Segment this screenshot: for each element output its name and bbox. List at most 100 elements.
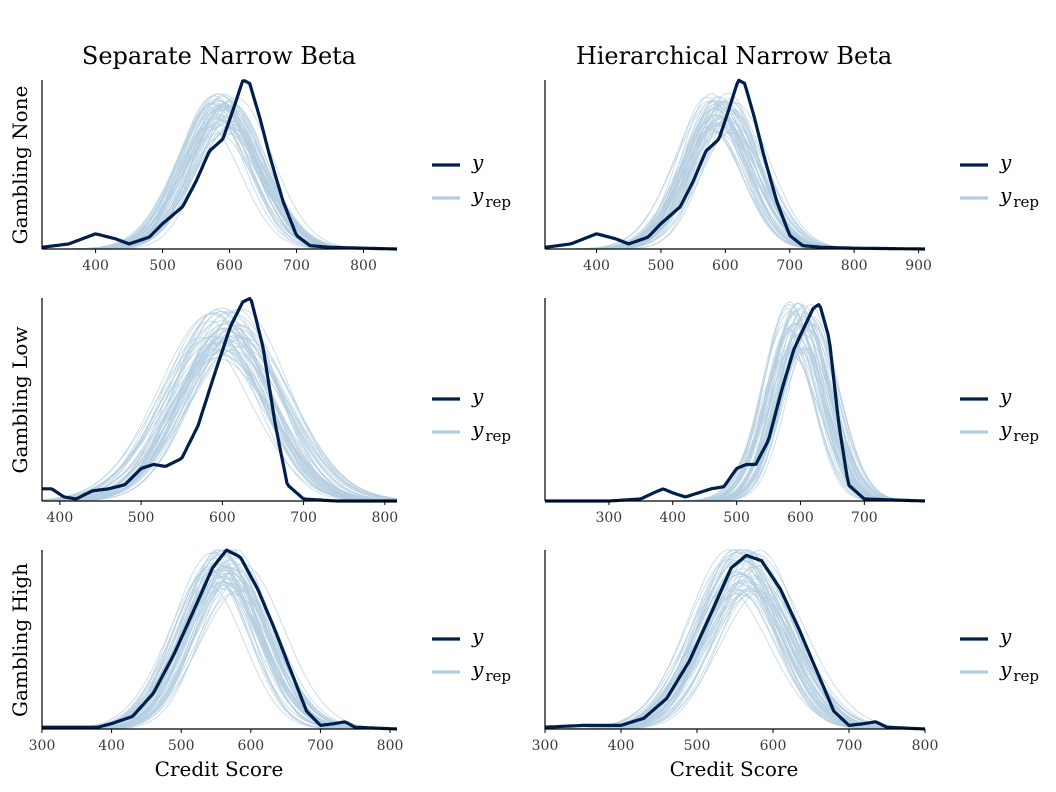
yrep-line bbox=[42, 311, 398, 502]
yrep-line bbox=[545, 132, 925, 250]
y-series-line bbox=[42, 548, 398, 731]
yrep-line bbox=[545, 589, 925, 730]
yrep-line bbox=[42, 572, 397, 730]
yrep-line bbox=[42, 582, 397, 730]
yrep-line bbox=[545, 549, 925, 730]
yrep-line bbox=[545, 549, 925, 730]
yrep-line bbox=[42, 323, 397, 502]
legend-y-label: y bbox=[471, 384, 484, 408]
yrep-line bbox=[41, 312, 398, 501]
yrep-line bbox=[42, 563, 398, 730]
x-tick-label: 600 bbox=[760, 738, 787, 754]
legend-yrep-label: y rep bbox=[999, 417, 1039, 445]
yrep-line bbox=[42, 128, 397, 250]
yrep-series bbox=[41, 549, 398, 730]
panel-4: 300 400 500 600 700 y y rep bbox=[544, 298, 1039, 526]
yrep-line bbox=[545, 130, 925, 250]
yrep-line bbox=[41, 350, 397, 502]
yrep-line bbox=[42, 583, 398, 730]
panel-3: 400 500 600 700 800 y y rep bbox=[41, 297, 511, 526]
yrep-line bbox=[545, 588, 925, 730]
yrep-line bbox=[42, 554, 397, 730]
legend-y-label: y bbox=[471, 624, 484, 648]
x-tick-label: 400 bbox=[608, 738, 635, 754]
legend-yrep-label: y rep bbox=[471, 657, 511, 685]
yrep-line bbox=[545, 131, 925, 250]
x-tick-label: 400 bbox=[47, 510, 74, 526]
yrep-line bbox=[42, 115, 397, 250]
yrep-line bbox=[42, 106, 397, 250]
yrep-line bbox=[545, 573, 925, 730]
x-axis-title-right: Credit Score bbox=[670, 757, 799, 781]
yrep-series bbox=[545, 92, 925, 250]
yrep-line bbox=[545, 587, 925, 730]
yrep-line bbox=[42, 581, 397, 730]
legend-y-label: y bbox=[471, 150, 484, 174]
yrep-line bbox=[42, 311, 398, 502]
yrep-line bbox=[42, 126, 397, 250]
panel-1: 400 500 600 700 800 y y rep bbox=[41, 79, 511, 274]
yrep-line bbox=[545, 584, 925, 730]
x-tick-label: 700 bbox=[776, 258, 803, 274]
x-tick-label: 600 bbox=[216, 258, 243, 274]
yrep-line bbox=[42, 309, 397, 502]
yrep-line bbox=[42, 119, 397, 250]
yrep-line bbox=[545, 589, 925, 730]
yrep-line bbox=[42, 581, 397, 730]
yrep-line bbox=[42, 117, 397, 250]
x-tick-label: 500 bbox=[168, 738, 195, 754]
yrep-line bbox=[545, 590, 925, 730]
legend-y-label: y bbox=[999, 624, 1012, 648]
yrep-series bbox=[41, 307, 398, 502]
legend: y y rep bbox=[960, 384, 1039, 445]
yrep-line bbox=[545, 92, 925, 250]
legend-yrep-label: y rep bbox=[999, 657, 1039, 685]
yrep-line bbox=[545, 125, 925, 250]
yrep-line bbox=[545, 590, 925, 730]
x-tick-label: 800 bbox=[912, 738, 939, 754]
y-series-line bbox=[544, 78, 925, 251]
yrep-line bbox=[42, 132, 397, 250]
yrep-line bbox=[42, 551, 397, 730]
yrep-line bbox=[545, 131, 925, 250]
yrep-line bbox=[545, 102, 925, 250]
x-tick-label: 500 bbox=[723, 510, 750, 526]
row-label-gambling-none: Gambling None bbox=[8, 86, 32, 245]
x-tick-label: 600 bbox=[712, 258, 739, 274]
yrep-line bbox=[42, 132, 397, 250]
yrep-line bbox=[545, 100, 925, 250]
yrep-line bbox=[41, 581, 397, 730]
yrep-series bbox=[545, 549, 926, 730]
yrep-line bbox=[545, 571, 925, 730]
yrep-line bbox=[545, 594, 925, 730]
yrep-line bbox=[545, 338, 925, 502]
yrep-line bbox=[42, 127, 397, 250]
yrep-line bbox=[545, 588, 926, 730]
x-tick-label: 400 bbox=[583, 258, 610, 274]
yrep-line bbox=[42, 566, 398, 730]
yrep-line bbox=[42, 118, 397, 250]
yrep-line bbox=[42, 572, 397, 730]
yrep-line bbox=[41, 312, 398, 501]
yrep-line bbox=[42, 589, 398, 730]
yrep-line bbox=[545, 103, 925, 250]
legend-yrep-label: y rep bbox=[471, 417, 511, 445]
yrep-line bbox=[42, 106, 397, 250]
yrep-line bbox=[545, 549, 926, 730]
x-tick-label: 300 bbox=[532, 738, 559, 754]
yrep-line bbox=[42, 577, 397, 730]
yrep-line bbox=[42, 553, 397, 730]
yrep-line bbox=[42, 125, 397, 250]
yrep-line bbox=[545, 100, 925, 250]
yrep-line bbox=[41, 353, 398, 501]
yrep-line bbox=[42, 102, 397, 250]
yrep-line bbox=[42, 567, 397, 730]
column-title-right: Hierarchical Narrow Beta bbox=[576, 42, 892, 70]
x-tick-label: 700 bbox=[851, 510, 878, 526]
yrep-line bbox=[41, 307, 398, 501]
x-tick-label: 300 bbox=[29, 738, 56, 754]
x-tick-label: 700 bbox=[283, 258, 310, 274]
column-title-left: Separate Narrow Beta bbox=[82, 42, 356, 70]
yrep-line bbox=[545, 318, 925, 502]
